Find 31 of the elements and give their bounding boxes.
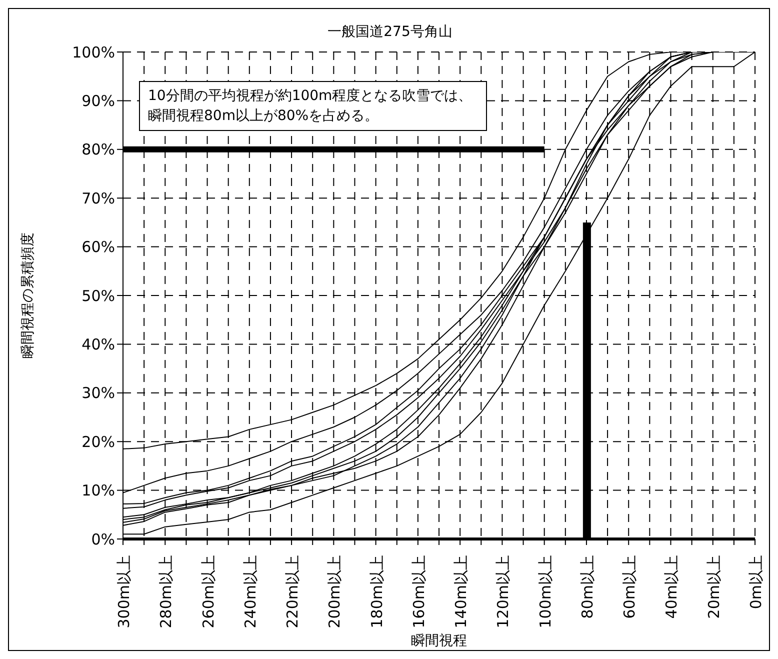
x-tick-label: 240m以上: [241, 555, 260, 628]
x-tick-label: 260m以上: [199, 555, 218, 628]
y-tick-label: 0%: [91, 530, 115, 548]
x-tick-label: 160m以上: [410, 555, 428, 628]
chart-title: 一般国道275号角山: [326, 23, 454, 41]
y-tick-label: 40%: [82, 336, 115, 354]
annotation: 10分間の平均視程が約100m程度となる吹雪では、瞬間視程80m以上が80%を占める。: [139, 81, 487, 131]
x-tick-label: 220m以上: [284, 555, 302, 628]
y-tick-label: 10%: [82, 482, 115, 500]
x-tick-label: 80m以上: [578, 555, 596, 619]
x-tick-label: 120m以上: [494, 555, 512, 628]
x-tick-label: 40m以上: [662, 555, 681, 619]
x-tick-label: 0m以上: [747, 555, 765, 610]
y-tick-label: 50%: [82, 286, 115, 305]
x-tick-label: 140m以上: [452, 555, 470, 628]
y-tick-label: 30%: [82, 384, 115, 402]
x-tick-label: 180m以上: [368, 555, 386, 628]
x-axis-title: 瞬間視程: [411, 633, 467, 649]
y-tick-label: 70%: [82, 189, 115, 208]
y-axis-title: 瞬間視程の累積頻度: [20, 232, 36, 358]
y-tick-label: 100%: [72, 43, 115, 62]
x-tick-label: 300m以上: [115, 555, 133, 628]
x-tick-label: 280m以上: [157, 555, 176, 628]
y-tick-label: 80%: [82, 140, 115, 159]
x-tick-label: 200m以上: [326, 555, 344, 628]
y-tick-label: 90%: [82, 92, 115, 110]
y-tick-label: 60%: [82, 238, 115, 256]
x-tick-label: 60m以上: [620, 555, 639, 619]
x-tick-label: 100m以上: [536, 555, 554, 628]
y-tick-label: 20%: [82, 432, 115, 451]
x-tick-label: 20m以上: [704, 555, 723, 619]
